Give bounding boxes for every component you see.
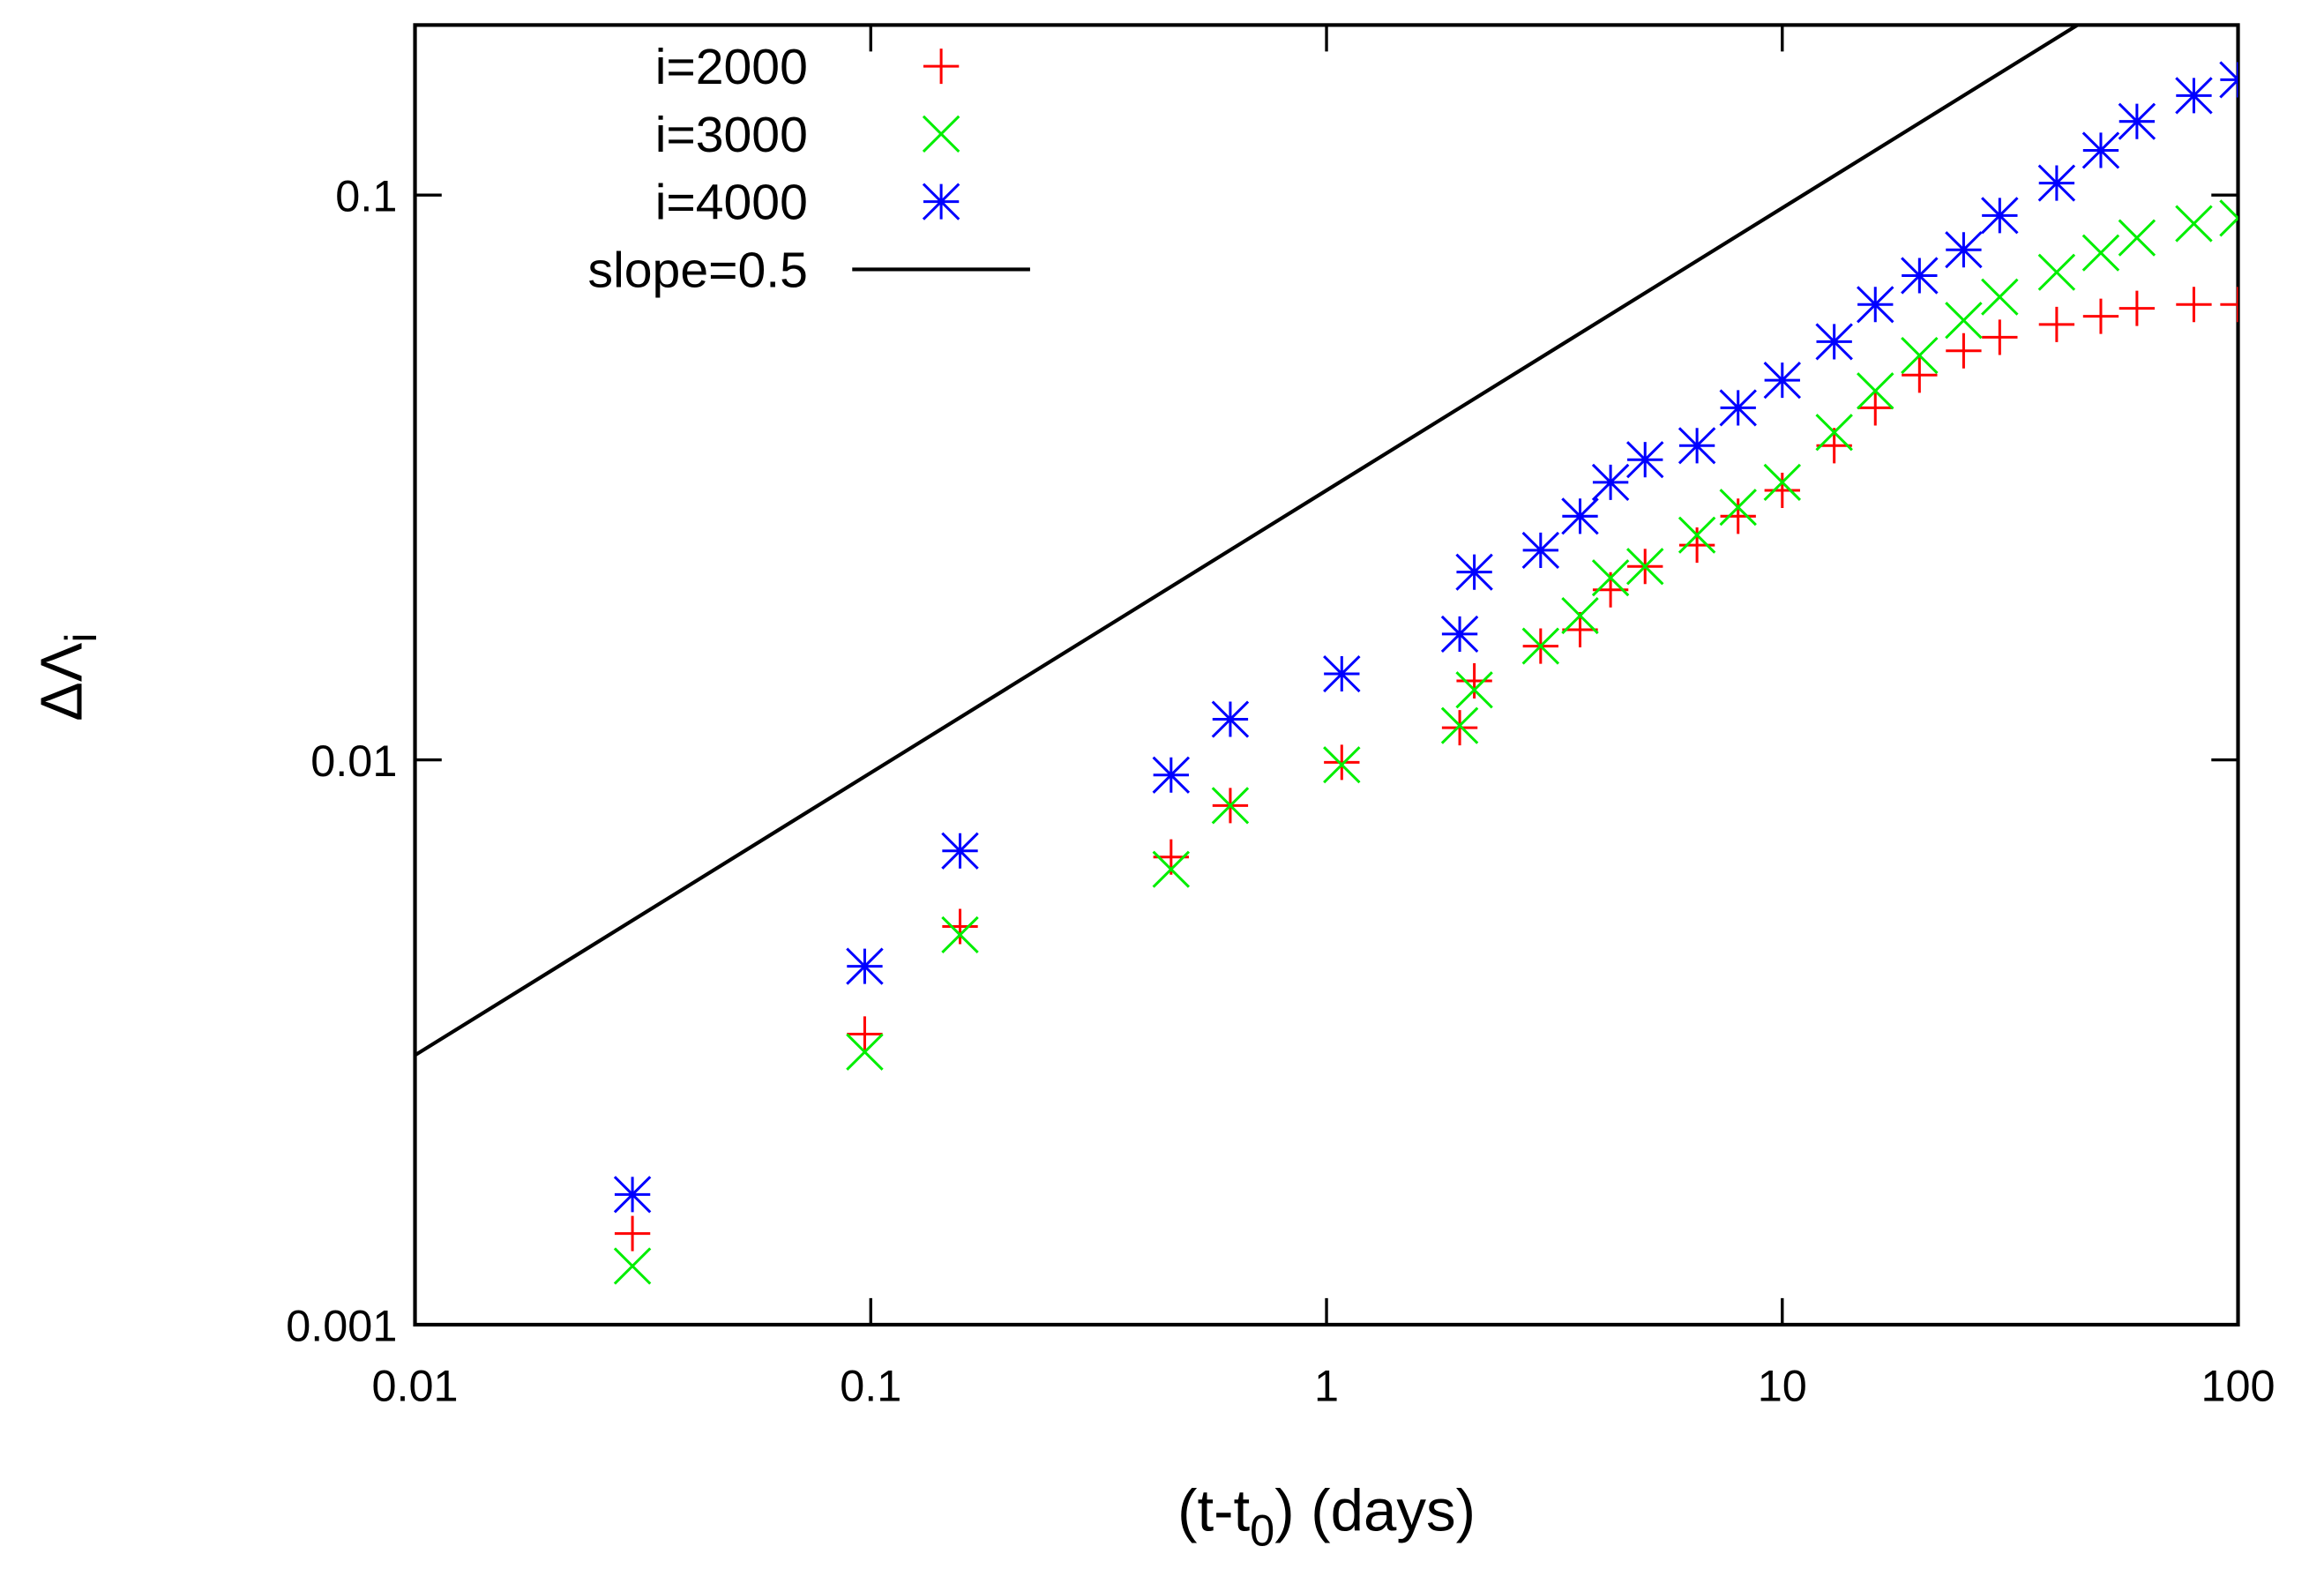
point [2175,205,2213,243]
point [1763,362,1802,400]
point [1815,414,1853,452]
point [1763,463,1802,501]
point [942,908,978,945]
point [1440,615,1479,654]
point [1211,787,1250,825]
point [1440,706,1479,744]
point [1323,746,1361,784]
point [1441,710,1478,746]
point [1521,531,1560,570]
point [613,1247,652,1285]
y-axis-label: ΔΛi [28,633,106,721]
point [2175,77,2213,115]
point [1902,357,1938,393]
point [613,1176,652,1214]
point [2219,61,2238,99]
line [415,25,2081,1057]
point [1625,548,1664,586]
point [1857,372,1894,410]
legend-swatch [922,183,960,220]
point [1561,596,1599,635]
point [1678,427,1716,465]
point [846,947,884,985]
point [2037,164,2076,202]
x-tick-label: 100 [2201,1362,2275,1411]
point [2119,290,2156,326]
point [2219,199,2238,237]
point [2118,102,2156,140]
legend-swatch [923,49,960,85]
x-tick-label: 10 [1758,1362,1807,1411]
y-tick-label: 0.01 [310,736,397,786]
point [2082,298,2119,334]
point [1901,257,1939,295]
point [1521,627,1560,665]
y-tick-label: 0.1 [335,172,397,221]
point [1720,498,1756,534]
point [1946,332,1982,369]
x-tick-label: 1 [1314,1362,1339,1411]
x-tick-label: 0.01 [371,1362,458,1411]
point [1901,336,1939,375]
legend-swatch [922,115,960,153]
point [941,832,979,870]
point [1857,390,1894,426]
point [1982,319,2018,355]
point [1815,323,1853,361]
point [1981,197,2019,235]
point [1152,756,1191,794]
point [941,915,979,954]
point [846,1033,884,1071]
point [1945,302,1983,340]
point [1456,662,1492,699]
point [1678,516,1716,554]
point [2118,219,2156,257]
point [1455,553,1493,591]
x-tick-label: 0.1 [840,1362,901,1411]
point [847,1016,883,1052]
point [2176,287,2212,323]
point [1591,463,1630,501]
y-tick-label: 0.001 [286,1301,397,1350]
point [1945,231,1983,269]
point [1562,611,1598,648]
legend-label: i=3000 [655,107,808,163]
point [2081,234,2120,272]
point [1981,278,2019,316]
point [1719,389,1757,427]
point [1678,527,1715,564]
point [2037,253,2076,291]
point [1625,441,1664,479]
point [2038,306,2075,342]
point [1323,654,1361,693]
legend-label: i=2000 [655,39,808,95]
point [1591,559,1630,597]
point [1455,671,1493,709]
point [1211,700,1250,738]
point [1324,744,1360,781]
point [1719,489,1757,527]
legend-label: i=4000 [655,175,808,231]
point [1857,286,1894,324]
point [614,1215,651,1251]
point [2220,287,2238,323]
plot-area [415,25,2238,1285]
point [2081,131,2120,169]
point [1764,472,1800,509]
x-axis-label: (t-t0) (days) [1177,1478,1476,1555]
point [1152,850,1191,888]
legend-label: slope=0.5 [588,243,808,299]
point [1561,497,1599,535]
